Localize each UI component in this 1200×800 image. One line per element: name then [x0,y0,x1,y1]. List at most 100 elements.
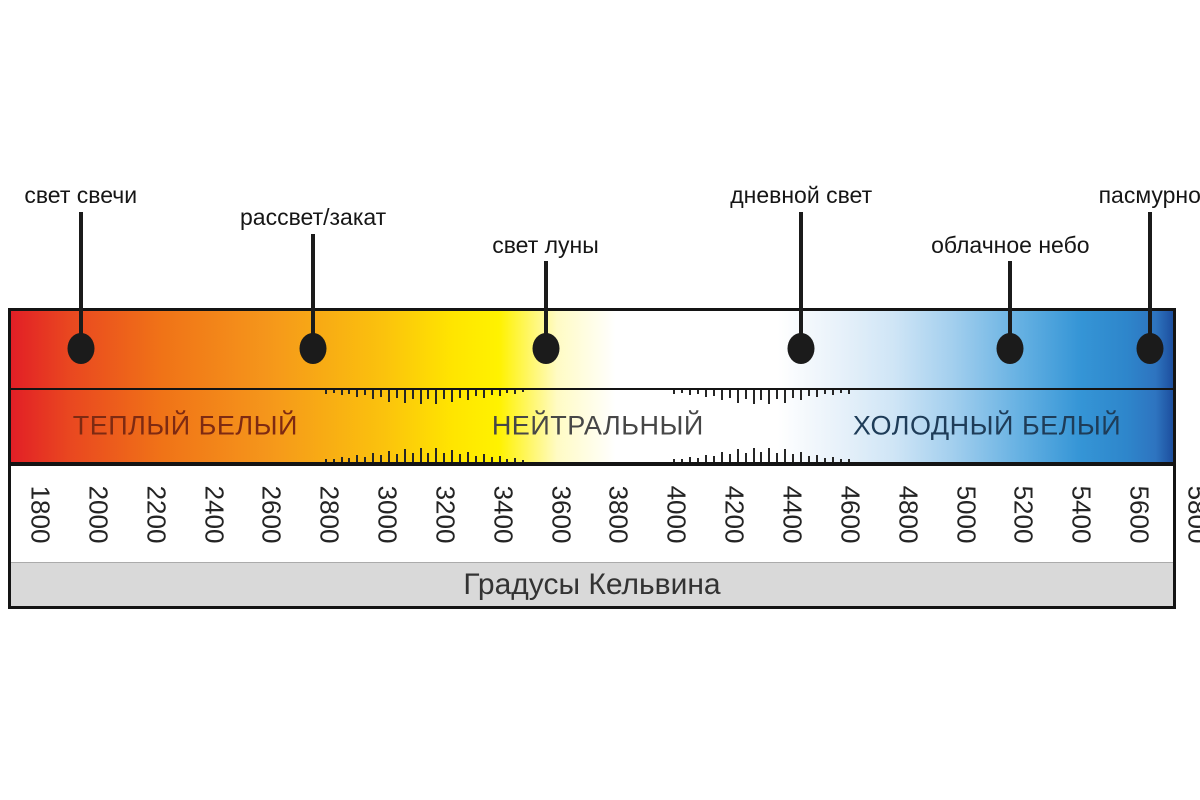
transition-tick [800,390,803,401]
transition-tick [784,449,787,462]
transition-tick [466,390,469,401]
kelvin-tick-cell: 2200 [127,466,185,562]
zone-label: НЕЙТРАЛЬНЫЙ [491,410,704,441]
transition-tick [744,452,747,462]
kelvin-tick-label: 2600 [256,485,287,543]
kelvin-tick-label: 3000 [372,485,403,543]
transition-tick [380,454,383,462]
transition-tick [823,390,826,395]
transition-tick [776,390,779,400]
transition-tick [689,457,692,462]
transition-tick [847,458,850,462]
transition-tick [380,390,383,398]
transition-tick [808,456,811,462]
transition-tick [459,454,462,462]
kelvin-tick-label: 5000 [950,485,981,543]
transition-tick [387,450,390,462]
transition-tick [720,390,723,401]
transition-tick [474,455,477,462]
kelvin-tick-label: 3800 [603,485,634,543]
kelvin-tick-cell: 5600 [1110,466,1168,562]
transition-tick [712,390,715,396]
transition-tick [443,453,446,462]
transition-tick [673,458,676,462]
transition-tick [340,457,343,462]
kelvin-tick-cell: 4400 [763,466,821,562]
transition-tick [435,390,438,404]
transition-tick [839,390,842,393]
kelvin-tick-label: 4000 [661,485,692,543]
kelvin-tick-label: 1800 [25,485,56,543]
kelvin-tick-cell: 5400 [1052,466,1110,562]
kelvin-scale-figure: ТЕПЛЫЙ БЕЛЫЙ НЕЙТРАЛЬНЫЙ ХОЛОДНЫЙ БЕЛЫЙ 18… [8,308,1200,609]
kelvin-tick-cell: 3800 [589,466,647,562]
kelvin-tick-cell: 3000 [358,466,416,562]
band-divider-line [11,388,1173,390]
transition-tick [403,390,406,404]
transition-tick [697,390,700,395]
transition-tick [760,390,763,400]
transition-tick [459,390,462,398]
transition-tick [419,390,422,404]
marker-label: дневной свет [730,182,873,208]
kelvin-tick-label: 2200 [141,485,172,543]
transition-tick [514,390,517,394]
transition-tick [419,448,422,462]
transition-tick [340,390,343,395]
transition-tick [673,390,676,394]
transition-tick [712,456,715,462]
kelvin-tick-cell: 4000 [647,466,705,562]
transition-tick [474,390,477,397]
transition-tick [348,390,351,394]
kelvin-tick-cell: 4200 [705,466,763,562]
transition-tick [831,390,834,395]
kelvin-tick-cell: 4600 [821,466,879,562]
transition-tick [752,390,755,404]
kelvin-tick-cell: 4800 [879,466,937,562]
kelvin-tick-cell: 3200 [416,466,474,562]
kelvin-tick-cell: 3400 [474,466,532,562]
transition-tick [776,452,779,462]
kelvin-tick-cell: 5800 [1168,466,1200,562]
transition-tick [427,390,430,400]
zones-row: ТЕПЛЫЙ БЕЛЫЙ НЕЙТРАЛЬНЫЙ ХОЛОДНЫЙ БЕЛЫЙ [11,390,1173,462]
kelvin-tick-cell: 5200 [994,466,1052,562]
transition-tick [332,390,335,393]
transition-tick [490,457,493,462]
transition-tick [356,390,359,397]
transition-tick [681,390,684,393]
transition-tick [522,390,525,393]
transition-tick [768,448,771,462]
transition-tick [490,390,493,395]
transition-tick [839,459,842,462]
transition-tick [800,451,803,462]
kelvin-tick-label: 5800 [1182,485,1200,543]
kelvin-tick-labels: 1800 2000 2200 2400 2600 2800 3000 3200 3400 3600… [11,466,1200,562]
temperature-gradient-band: ТЕПЛЫЙ БЕЛЫЙ НЕЙТРАЛЬНЫЙ ХОЛОДНЫЙ БЕЛЫЙ [11,311,1173,466]
transition-tick [792,390,795,398]
transition-tick [356,455,359,462]
transition-tick [451,390,454,403]
transition-tick [815,390,818,398]
transition-tick [372,452,375,462]
transition-tick [364,456,367,462]
transition-tick [681,459,684,462]
transition-tick [815,454,818,462]
transition-tick [498,390,501,396]
transition-tick [403,448,406,462]
transition-tick [395,453,398,462]
kelvin-tick-label: 2000 [83,485,114,543]
marker-label: облачное небо [931,232,1090,258]
transition-tick [514,458,517,462]
kelvin-tick-cell: 1800 [11,466,69,562]
transition-tick [689,390,692,395]
transition-tick [705,454,708,462]
kelvin-tick-label: 4200 [719,485,750,543]
kelvin-tick-cell: 3600 [532,466,590,562]
transition-tick [411,452,414,462]
transition-tick [792,454,795,462]
transition-tick [324,390,327,394]
kelvin-tick-label: 5400 [1066,485,1097,543]
transition-tick [411,390,414,400]
